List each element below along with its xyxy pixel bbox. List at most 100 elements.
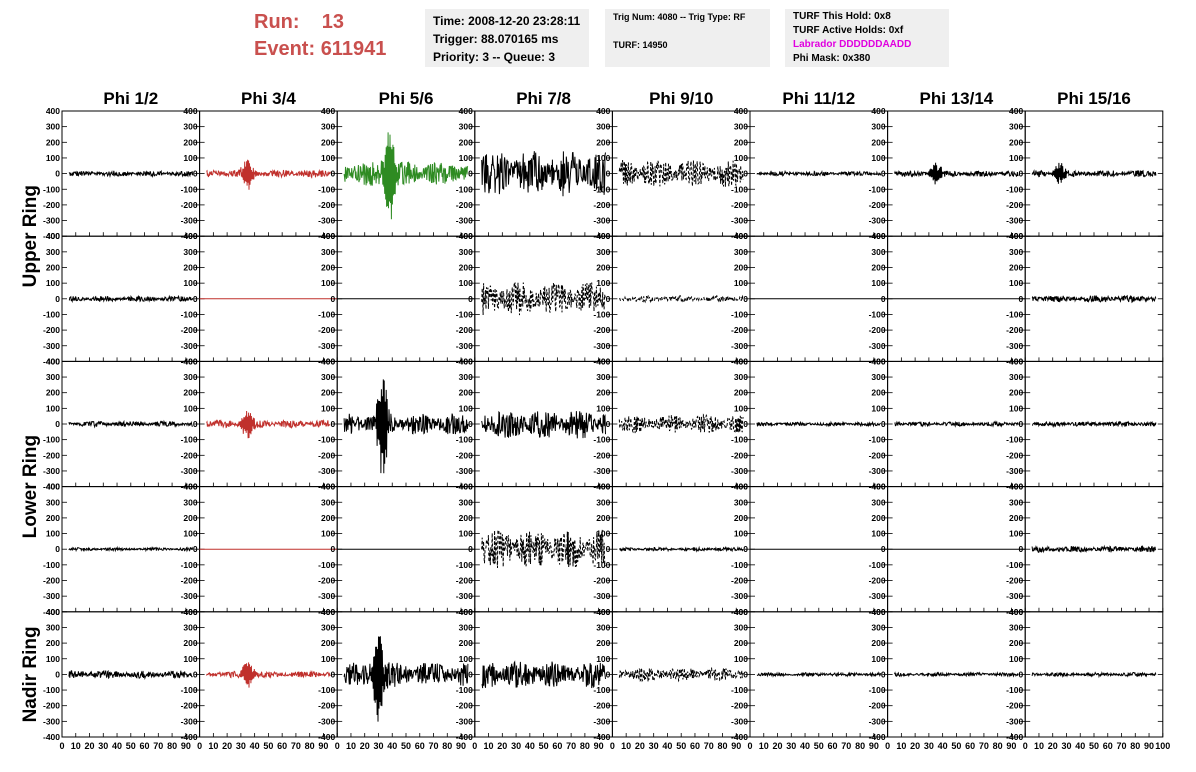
y-tick-label: -300	[731, 716, 748, 726]
y-tick-label: 0	[193, 419, 198, 429]
y-tick-label: 300	[183, 372, 197, 382]
x-tick-label: 60	[965, 741, 975, 751]
waveform-panel	[199, 611, 338, 738]
y-tick-label: 200	[459, 388, 473, 398]
waveform-panel	[749, 486, 889, 613]
y-tick-label: 400	[596, 231, 610, 241]
y-tick-label: -300	[181, 466, 198, 476]
y-tick-label: 200	[183, 513, 197, 523]
waveform-panel	[887, 611, 1026, 738]
y-tick-label: -200	[593, 325, 610, 335]
y-tick-label: -200	[318, 701, 335, 711]
trigger-info-box: Trig Num: 4080 -- Trig Type: RF TURF: 14…	[605, 9, 770, 67]
y-tick-label: 100	[1009, 153, 1023, 163]
waveform-panel	[61, 611, 201, 738]
y-tick-label: 0	[743, 544, 748, 554]
x-tick-label: 10	[208, 741, 218, 751]
waveform-panel	[336, 360, 476, 488]
y-tick-label: 400	[1009, 231, 1023, 241]
y-tick-label: 200	[734, 263, 748, 273]
waveform-trace	[68, 169, 194, 179]
waveform-trace	[1031, 294, 1157, 304]
waveform-panel	[336, 486, 476, 613]
y-tick-label: 200	[871, 263, 885, 273]
waveform-trace	[343, 132, 469, 220]
y-tick-label: -100	[731, 685, 748, 695]
y-tick-label: 100	[871, 403, 885, 413]
y-tick-label: 100	[1009, 654, 1023, 664]
x-tick-label: 50	[401, 741, 411, 751]
y-tick-label: -200	[456, 450, 473, 460]
y-tick-label: -300	[318, 716, 335, 726]
waveform-trace	[68, 545, 194, 553]
y-tick-label: 400	[596, 356, 610, 366]
y-tick-label: -300	[869, 716, 886, 726]
y-tick-label: 200	[596, 388, 610, 398]
waveform-trace	[756, 671, 882, 678]
x-tick-label: 20	[773, 741, 783, 751]
y-tick-label: 0	[55, 169, 60, 179]
y-tick-label: 300	[1009, 247, 1023, 257]
x-tick-label: 30	[98, 741, 108, 751]
y-tick-label: 300	[183, 122, 197, 132]
y-tick-label: 0	[881, 419, 886, 429]
y-tick-label: 300	[46, 622, 60, 632]
y-tick-label: 0	[743, 669, 748, 679]
y-tick-label: 100	[321, 153, 335, 163]
x-tick-label: 20	[497, 741, 507, 751]
y-tick-label: 100	[183, 403, 197, 413]
waveform-panel	[474, 611, 613, 738]
y-tick-label: 400	[46, 356, 60, 366]
y-tick-label: -300	[43, 216, 60, 226]
row-label: Lower Ring	[20, 435, 41, 538]
y-tick-label: 0	[743, 169, 748, 179]
column-header: Phi 9/10	[649, 89, 713, 108]
y-tick-label: 0	[468, 544, 473, 554]
y-tick-label: -200	[593, 701, 610, 711]
waveform-panel	[61, 110, 201, 237]
y-tick-label: -300	[1006, 716, 1023, 726]
waveform-trace	[206, 410, 331, 439]
y-tick-label: 200	[596, 263, 610, 273]
y-tick-label: 200	[46, 638, 60, 648]
waveform-trace	[481, 529, 606, 569]
y-tick-label: 200	[596, 137, 610, 147]
y-tick-label: 0	[743, 419, 748, 429]
y-tick-label: 0	[330, 419, 335, 429]
y-tick-label: -100	[456, 685, 473, 695]
y-tick-label: -300	[318, 466, 335, 476]
y-tick-label: -200	[181, 576, 198, 586]
y-tick-label: -200	[1006, 450, 1023, 460]
waveform-trace	[619, 294, 744, 304]
y-tick-label: -100	[181, 309, 198, 319]
y-tick-label: -200	[43, 200, 60, 210]
y-tick-label: -300	[731, 341, 748, 351]
y-tick-label: -100	[43, 685, 60, 695]
waveform-panel	[1024, 110, 1164, 237]
x-tick-label: 70	[979, 741, 989, 751]
x-tick-label: 30	[373, 741, 383, 751]
waveform-trace	[1031, 544, 1157, 554]
y-tick-label: 400	[459, 231, 473, 241]
y-tick-label: -200	[181, 701, 198, 711]
y-tick-label: 400	[321, 106, 335, 116]
waveform-panel	[474, 486, 613, 613]
x-tick-label: 30	[786, 741, 796, 751]
y-tick-label: 200	[1009, 137, 1023, 147]
y-tick-label: -300	[456, 716, 473, 726]
y-tick-label: 400	[183, 356, 197, 366]
y-tick-label: 100	[596, 529, 610, 539]
y-tick-label: -400	[43, 356, 60, 366]
y-tick-label: 400	[596, 482, 610, 492]
x-tick-label: 30	[511, 741, 521, 751]
y-tick-label: 400	[596, 607, 610, 617]
y-tick-label: 200	[183, 638, 197, 648]
y-tick-label: 300	[734, 497, 748, 507]
y-tick-label: -100	[456, 560, 473, 570]
x-tick-label: 90	[1144, 741, 1154, 751]
x-tick-label: 80	[1130, 741, 1140, 751]
y-tick-label: -300	[1006, 341, 1023, 351]
x-tick-label: 100	[1155, 741, 1170, 751]
x-tick-label: 10	[484, 741, 494, 751]
y-tick-label: 400	[46, 106, 60, 116]
